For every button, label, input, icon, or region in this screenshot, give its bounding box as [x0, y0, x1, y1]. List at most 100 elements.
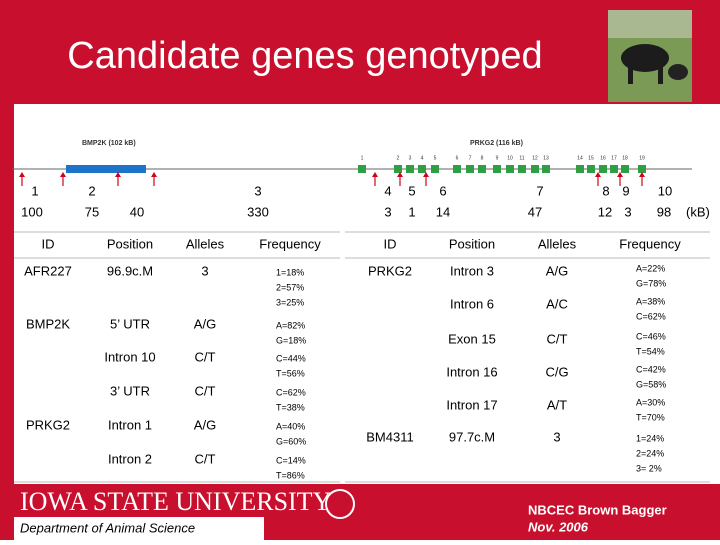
cell: Intron 17 [446, 397, 497, 412]
exon-box [542, 165, 550, 173]
cell: 97.7c.M [449, 429, 495, 444]
cell: 3 [553, 429, 560, 444]
exon-box [358, 165, 366, 173]
exon-number: 6 [456, 155, 459, 161]
cell: C/T [195, 349, 216, 364]
exon-number: 7 [469, 155, 472, 161]
exon-number: 9 [496, 155, 499, 161]
arrow-head [151, 172, 157, 177]
distance: 14 [436, 204, 450, 219]
frequency: A=40% [276, 421, 305, 431]
exon-number: 10 [507, 155, 513, 161]
exon-box [394, 165, 402, 173]
exon-number: 11 [519, 155, 524, 161]
cell: A/G [194, 417, 216, 432]
marker-number: 10 [658, 183, 672, 198]
arrow-head [617, 172, 623, 177]
cell: Intron 1 [108, 417, 152, 432]
exon-number: 12 [532, 155, 538, 161]
frequency: 1=24% [636, 433, 664, 443]
cell: 3 [201, 263, 208, 278]
distance: 47 [528, 204, 542, 219]
exon-box [621, 165, 629, 173]
marker-number: 4 [384, 183, 391, 198]
arrow-head [19, 172, 25, 177]
exon-box [638, 165, 646, 173]
marker-number: 5 [408, 183, 415, 198]
exon-number: 3 [409, 155, 412, 161]
exon-number: 17 [611, 155, 617, 161]
column-header: Alleles [186, 236, 225, 251]
gene-box [66, 165, 146, 173]
photo [608, 10, 692, 102]
photo-sky [608, 10, 692, 38]
arrow-head [372, 172, 378, 177]
cell: Intron 2 [108, 451, 152, 466]
marker-number: 3 [254, 183, 261, 198]
exon-number: 16 [600, 155, 606, 161]
cell: C/T [547, 331, 568, 346]
distance: 3 [384, 204, 391, 219]
frequency: A=30% [636, 397, 665, 407]
frequency: C=62% [276, 387, 306, 397]
exon-box [453, 165, 461, 173]
exon-box [431, 165, 439, 173]
cell: C/G [545, 364, 568, 379]
frequency: T=56% [276, 368, 305, 378]
arrow-head [423, 172, 429, 177]
cell: A/G [546, 263, 568, 278]
date: Nov. 2006 [528, 519, 589, 534]
marker-number: 8 [602, 183, 609, 198]
distance: 1 [408, 204, 415, 219]
column-header: Frequency [259, 236, 321, 251]
event: NBCEC Brown Bagger [528, 502, 667, 517]
exon-number: 8 [481, 155, 484, 161]
exon-number: 18 [622, 155, 628, 161]
marker-number: 1 [31, 183, 38, 198]
column-header: Position [449, 236, 495, 251]
frequency: G=58% [636, 379, 666, 389]
distance: 12 [598, 204, 612, 219]
cell: A/T [547, 397, 567, 412]
photo-leg [628, 62, 633, 84]
department: Department of Animal Science [20, 520, 195, 535]
exon-box [610, 165, 618, 173]
exon-number: 5 [434, 155, 437, 161]
cell: A/C [546, 296, 568, 311]
distance: 100 [21, 204, 43, 219]
tables: ID Position Alleles Frequency AFR227 96.9c.M 3… [14, 231, 710, 483]
column-header: Position [107, 236, 153, 251]
exon-box [406, 165, 414, 173]
exon-box [531, 165, 539, 173]
department-box [14, 517, 264, 540]
marker-number: 7 [536, 183, 543, 198]
cell: Intron 10 [104, 349, 155, 364]
exon-number: 15 [588, 155, 594, 161]
cell: A/G [194, 316, 216, 331]
distance: 75 [85, 204, 99, 219]
marker-number: 2 [88, 183, 95, 198]
exon-number: 14 [577, 155, 583, 161]
row-id: PRKG2 [26, 417, 70, 432]
frequency: 1=18% [276, 267, 304, 277]
column-header: Alleles [538, 236, 577, 251]
frequency: C=44% [276, 353, 306, 363]
frequency: G=18% [276, 335, 306, 345]
cell: 5’ UTR [110, 316, 150, 331]
frequency: C=62% [636, 311, 666, 321]
distance: 330 [247, 204, 269, 219]
frequency: 2=24% [636, 448, 664, 458]
seal [325, 489, 355, 519]
exon-box [493, 165, 501, 173]
photo-calf [668, 64, 688, 80]
exon-number: 19 [639, 155, 645, 161]
arrow-head [115, 172, 121, 177]
cell: Exon 15 [448, 331, 496, 346]
frequency: 3= 2% [636, 463, 662, 473]
distance: 98 [657, 204, 671, 219]
cell: C/T [195, 383, 216, 398]
frequency: A=82% [276, 320, 305, 330]
distance: 40 [130, 204, 144, 219]
